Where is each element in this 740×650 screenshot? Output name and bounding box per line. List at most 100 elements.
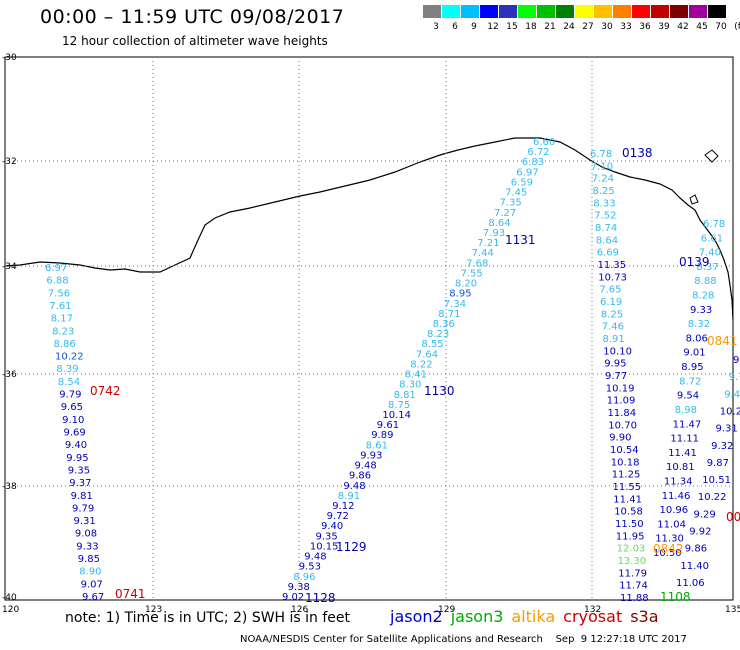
wave-height-label: 11.25 bbox=[612, 470, 641, 481]
pass-time-label: 0138 bbox=[622, 146, 653, 160]
wave-height-label: 8.36 bbox=[433, 319, 455, 330]
wave-height-label: 6.97 bbox=[45, 263, 67, 274]
lat-tick-label: -36 bbox=[2, 370, 17, 380]
pass-time-label: 1130 bbox=[424, 384, 455, 398]
colorbar-swatch bbox=[708, 5, 726, 18]
colorbar-swatch bbox=[670, 5, 688, 18]
colorbar-swatch bbox=[461, 5, 479, 18]
wave-height-label: 9.31 bbox=[716, 424, 738, 435]
wave-height-label: 9.40 bbox=[65, 440, 87, 451]
wave-height-label: 9.12 bbox=[332, 501, 354, 512]
wave-height-label: 6.19 bbox=[600, 297, 622, 308]
wave-height-label: 9.72 bbox=[729, 372, 740, 383]
pass-labels: 0742 0741 1131 1130 1129 1128 0138 0139 0841 0842… bbox=[90, 146, 740, 605]
wave-height-label: 6.83 bbox=[522, 157, 544, 168]
wave-height-label: 10.20 bbox=[720, 407, 740, 418]
wave-height-label: 7.44 bbox=[472, 248, 494, 259]
colorbar-label: 39 bbox=[658, 22, 670, 32]
wave-height-label: 9.86 bbox=[685, 544, 707, 555]
wave-height-label: 8.28 bbox=[692, 291, 714, 302]
wave-height-label: 7.10 bbox=[591, 161, 613, 172]
wave-height-label: 9.33 bbox=[76, 541, 98, 552]
lat-tick-label: -34 bbox=[2, 262, 17, 272]
lat-tick-label: -38 bbox=[2, 482, 17, 492]
wave-height-label: 11.95 bbox=[616, 531, 645, 542]
wave-height-label: 6.69 bbox=[597, 248, 619, 259]
colorbar-swatch bbox=[423, 5, 441, 18]
colorbar-label: 24 bbox=[563, 22, 575, 32]
pass-time-label: 1131 bbox=[505, 233, 536, 247]
wave-height-label: 9.29 bbox=[694, 509, 716, 520]
wave-height-label: 8.96 bbox=[293, 572, 315, 583]
wave-height-label: 10.15 bbox=[310, 541, 339, 552]
wave-height-label: 11.84 bbox=[608, 408, 637, 419]
wave-height-label: 10.81 bbox=[666, 462, 695, 473]
tick-labels: 120 123 126 129 132 135 -30 -32 -34 -36 -38 -40 bbox=[2, 53, 740, 615]
colorbar-swatch bbox=[537, 5, 555, 18]
wave-height-label: 8.06 bbox=[686, 333, 708, 344]
wave-height-label: 9.69 bbox=[64, 428, 86, 439]
colorbar-label: 12 bbox=[487, 22, 499, 32]
colorbar-label: 6 bbox=[452, 22, 458, 32]
wave-height-label: 6.60 bbox=[533, 137, 555, 148]
wave-height-label: 7.55 bbox=[461, 268, 483, 279]
wave-height-label: 8.61 bbox=[366, 440, 388, 451]
wave-height-label: 9.32 bbox=[711, 441, 733, 452]
pass-time-label: 0139 bbox=[679, 255, 710, 269]
wave-height-label: 9.10 bbox=[62, 415, 84, 426]
wave-height-label: 8.86 bbox=[54, 339, 76, 350]
lon-tick-label: 123 bbox=[145, 605, 162, 615]
lon-tick-label: 126 bbox=[291, 605, 308, 615]
wave-height-label: 8.74 bbox=[595, 223, 617, 234]
colorbar-label: 21 bbox=[544, 22, 556, 32]
lat-tick-label: -30 bbox=[2, 53, 17, 63]
wave-height-label: 9.93 bbox=[360, 450, 382, 461]
wave-height-label: 8.72 bbox=[679, 376, 701, 387]
island bbox=[704, 149, 719, 163]
wave-height-label: 9.95 bbox=[604, 359, 626, 370]
wave-height-label: 9.79 bbox=[72, 503, 94, 514]
wave-height-label: 8.71 bbox=[438, 309, 460, 320]
wave-height-label: 7.56 bbox=[48, 288, 70, 299]
wave-height-label: 9.38 bbox=[288, 582, 310, 593]
wave-height-label: 9.08 bbox=[75, 529, 97, 540]
colorbar-label: 9 bbox=[471, 22, 477, 32]
colorbar-swatch bbox=[575, 5, 593, 18]
wave-height-label: 9.86 bbox=[349, 471, 371, 482]
wave-height-label: 9.01 bbox=[683, 348, 705, 359]
legend-item-jason2: jason2 bbox=[390, 607, 443, 626]
wave-height-label: 9.72 bbox=[327, 511, 349, 522]
wave-height-label: 9.48 bbox=[304, 552, 326, 563]
wave-height-label: 9.61 bbox=[377, 420, 399, 431]
wave-height-label: 7.46 bbox=[602, 322, 624, 333]
pass-time-label: 1129 bbox=[336, 540, 367, 554]
wave-height-label: 9.53 bbox=[299, 562, 321, 573]
wave-height-label: 9.35 bbox=[316, 531, 338, 542]
pass-time-label: 0742 bbox=[90, 384, 121, 398]
wave-height-label: 6.59 bbox=[511, 177, 533, 188]
wave-height-label: 10.70 bbox=[608, 420, 637, 431]
wave-height-label: 7.45 bbox=[505, 188, 527, 199]
wave-height-label: 11.30 bbox=[655, 534, 684, 545]
wave-height-label: 8.33 bbox=[593, 198, 615, 209]
wave-height-label: 8.37 bbox=[697, 262, 719, 273]
wave-height-label: 10.96 bbox=[660, 505, 689, 516]
wave-height-label: 11.41 bbox=[613, 494, 642, 505]
wave-height-label: 9.79 bbox=[59, 390, 81, 401]
wave-height-label: 9.87 bbox=[707, 458, 729, 469]
wave-height-label: 13.30 bbox=[618, 556, 647, 567]
wave-height-label: 11.88 bbox=[620, 593, 649, 604]
wave-height-label: 7.65 bbox=[599, 285, 621, 296]
colorbar-label: 70 bbox=[715, 22, 727, 32]
colorbar-swatch bbox=[632, 5, 650, 18]
wave-height-label: 9.89 bbox=[371, 430, 393, 441]
wave-height-label: 8.41 bbox=[405, 370, 427, 381]
wave-height-label: 8.88 bbox=[694, 276, 716, 287]
wave-height-label: 8.20 bbox=[455, 279, 477, 290]
colorbar-label: 30 bbox=[601, 22, 613, 32]
colorbar-swatch bbox=[594, 5, 612, 18]
lon-tick-label: 132 bbox=[584, 605, 601, 615]
wave-height-label: 10.51 bbox=[702, 475, 731, 486]
wave-height-label: 9.54 bbox=[677, 391, 699, 402]
wave-height-label: 11.06 bbox=[676, 578, 705, 589]
